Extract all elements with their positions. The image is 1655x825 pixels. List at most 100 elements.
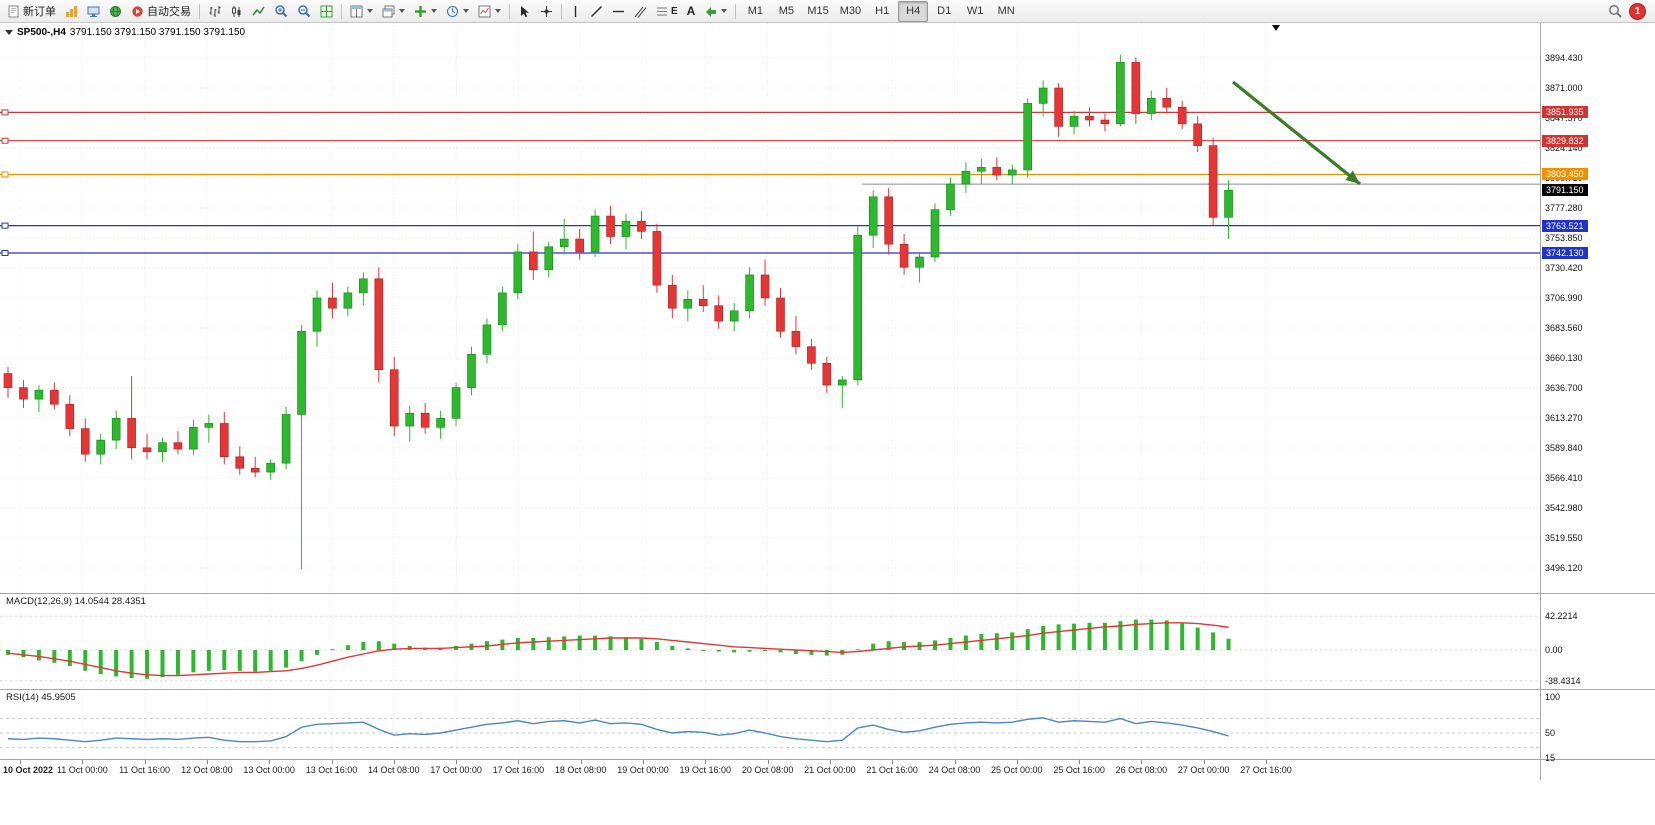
candle[interactable] (698, 298, 708, 306)
candle[interactable] (559, 238, 569, 248)
candle[interactable] (977, 167, 986, 172)
candle[interactable] (281, 414, 291, 464)
candle[interactable] (1069, 115, 1079, 127)
line-handle[interactable] (1, 171, 9, 178)
candle[interactable] (899, 243, 909, 268)
search-icon[interactable] (1608, 4, 1623, 19)
candle[interactable] (451, 387, 461, 419)
candle[interactable] (745, 274, 754, 312)
candle[interactable] (668, 284, 677, 309)
panel-separator[interactable] (0, 689, 1655, 690)
candle[interactable] (359, 278, 368, 294)
crosshair-tool-button[interactable] (536, 1, 557, 22)
candle[interactable] (652, 231, 662, 286)
candle[interactable] (80, 428, 90, 455)
arrow-tools-button[interactable] (700, 1, 731, 22)
candle[interactable] (127, 418, 136, 449)
annotation-arrow[interactable] (1231, 80, 1362, 186)
horizontal-line-tool-button[interactable] (608, 1, 629, 22)
panel-separator[interactable] (0, 593, 1655, 594)
candle[interactable] (1131, 62, 1141, 114)
candle[interactable] (606, 215, 615, 237)
macd-panel[interactable] (0, 594, 1540, 689)
candle[interactable] (467, 354, 476, 388)
market-watch-button[interactable] (83, 1, 104, 22)
candle[interactable] (1054, 87, 1063, 127)
cursor-tool-button[interactable] (514, 1, 535, 22)
templates-button[interactable] (474, 1, 505, 22)
line-handle[interactable] (1, 250, 9, 257)
candle[interactable] (683, 298, 693, 309)
trendline-tool-button[interactable] (586, 1, 607, 22)
candle[interactable] (235, 456, 245, 469)
timeframe-m5-button[interactable]: M5 (778, 5, 794, 17)
vertical-line-tool-button[interactable] (566, 1, 585, 22)
line-handle[interactable] (1, 222, 9, 229)
candle[interactable] (189, 427, 198, 450)
timeframe-h4-button[interactable]: H4 (898, 0, 929, 22)
candle[interactable] (312, 297, 322, 332)
candle[interactable] (34, 389, 44, 400)
candle[interactable] (498, 292, 507, 326)
candle[interactable] (776, 297, 785, 332)
timeframe-m30-button[interactable]: M30 (839, 5, 862, 17)
timeframe-h1-button[interactable]: H1 (875, 5, 890, 17)
candle[interactable] (158, 442, 167, 452)
indicators-button[interactable] (410, 1, 441, 22)
cascade-windows-button[interactable] (378, 1, 409, 22)
timeframe-d1-button[interactable]: D1 (937, 5, 952, 17)
candlestick-chart-type-button[interactable] (226, 1, 247, 22)
navigator-button[interactable] (105, 1, 126, 22)
candle[interactable] (1147, 97, 1156, 114)
candle[interactable] (111, 418, 121, 441)
candle[interactable] (637, 220, 646, 232)
candle[interactable] (65, 403, 75, 429)
zoom-in-button[interactable] (270, 1, 292, 22)
candle[interactable] (420, 412, 430, 428)
candle[interactable] (513, 251, 523, 294)
candle[interactable] (961, 170, 971, 185)
rsi-panel[interactable] (0, 690, 1540, 760)
candle[interactable] (1038, 87, 1048, 104)
auto-trading-button[interactable]: 自动交易 (127, 1, 195, 22)
timeframe-mn-button[interactable]: MN (997, 5, 1015, 17)
candle[interactable] (482, 324, 492, 355)
bar-chart-type-button[interactable] (204, 1, 225, 22)
candle[interactable] (3, 373, 13, 388)
candle[interactable] (807, 346, 816, 364)
candle[interactable] (173, 442, 183, 450)
line-chart-type-button[interactable] (248, 1, 269, 22)
candle[interactable] (1100, 119, 1110, 125)
candle[interactable] (96, 439, 105, 455)
candle[interactable] (1208, 145, 1218, 218)
candle[interactable] (1162, 97, 1172, 108)
candlestick-chart[interactable] (0, 23, 1540, 594)
candle[interactable] (142, 447, 152, 452)
candle[interactable] (575, 238, 584, 253)
text-tool-button[interactable]: A (683, 1, 700, 22)
candle[interactable] (1193, 123, 1202, 146)
candle[interactable] (544, 246, 554, 271)
candle[interactable] (760, 274, 770, 299)
candle[interactable] (405, 412, 415, 427)
line-handle[interactable] (1, 109, 9, 116)
candle[interactable] (1007, 169, 1017, 176)
notification-badge[interactable]: 1 (1629, 2, 1646, 20)
candle[interactable] (1116, 62, 1125, 125)
new-order-button[interactable]: 新订单 (3, 1, 60, 22)
candle[interactable] (714, 305, 724, 322)
fibonacci-tool-button[interactable]: E (652, 1, 682, 22)
candle[interactable] (853, 234, 863, 381)
candle[interactable] (250, 467, 260, 473)
candle[interactable] (297, 330, 306, 415)
collapse-arrow-icon[interactable] (5, 30, 13, 35)
tile-windows-button[interactable] (346, 1, 377, 22)
candle[interactable] (50, 389, 59, 405)
channel-tool-button[interactable] (630, 1, 651, 22)
timeframe-m1-button[interactable]: M1 (747, 5, 763, 17)
candle[interactable] (915, 256, 924, 268)
candle[interactable] (729, 310, 739, 322)
candle[interactable] (992, 167, 1002, 176)
candle[interactable] (343, 292, 353, 309)
candle[interactable] (1177, 106, 1187, 125)
